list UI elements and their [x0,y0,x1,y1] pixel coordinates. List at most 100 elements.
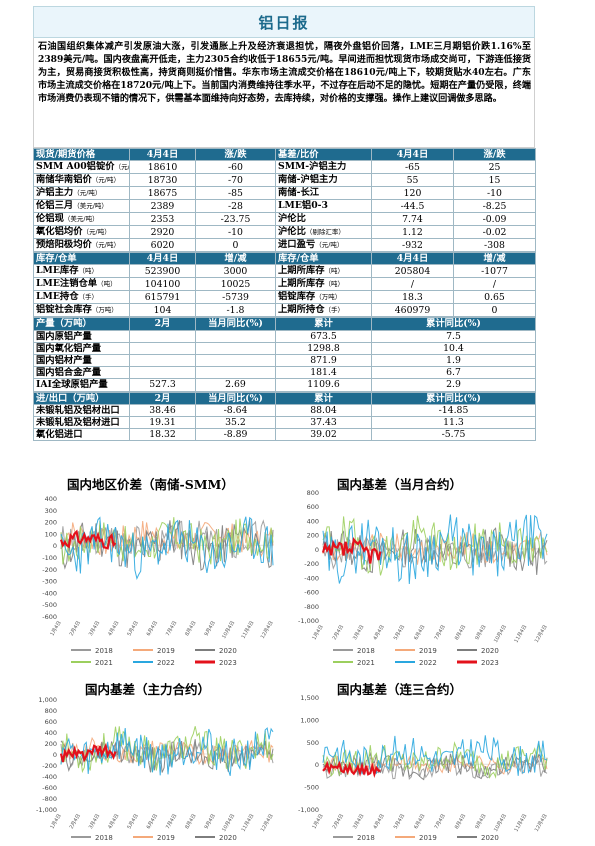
chart-svg: 400 300 200 100 0 -100 -200 -300 -400 -500 -6001月4… [42,495,275,667]
column-header: 涨/跌 [453,147,536,162]
row-label: 铝锭库存（万吨） [275,290,372,305]
row-label-text: 上期所库存 [278,278,325,290]
value-cell: 523900 [129,264,196,279]
legend-label: 2018 [357,647,375,655]
value-cell: -14.85 [371,403,536,417]
x-tick-label: 6月4日 [146,813,159,830]
value-cell: 37.43 [275,415,372,430]
value-cell: 120 [371,186,454,201]
value-cell: / [371,277,454,292]
y-tick-label: 600 [307,503,319,511]
change-cell: 3000 [195,264,276,279]
x-tick-label: 6月4日 [146,620,159,637]
x-tick-label: 7月4日 [434,624,447,641]
column-header: 现货/期货价格 [33,147,130,162]
x-tick-label: 10月4日 [221,620,236,640]
row-label-unit: （元/吨） [315,241,344,250]
y-tick-label: 0 [53,751,57,759]
chart-basis-current-month: 国内基差（当月合约） 800 600 400 200 0 -200 -400 -600 -800… [285,470,555,670]
table-row: 氧化铝进口 18.32 -8.89 39.02 -5.75 [33,428,536,442]
value-cell: 7.5 [371,329,536,343]
value-cell [195,341,276,355]
row-label-text: SMM-沪铝主力 [278,161,347,173]
value-cell: -8.89 [195,428,276,442]
x-tick-label: 1月4日 [49,813,62,830]
table-header-row: 进/出口（万吨） 2月 当月同比(%) 累计 累计同比(%) [33,391,536,405]
series-line-2023 [59,529,117,550]
y-tick-label: 1,000 [38,696,57,704]
change-cell: -0.02 [453,225,536,240]
column-header: 当月同比(%) [195,391,276,405]
row-label-unit: （吨） [78,267,99,276]
row-label: 国内氧化铝产量 [33,341,130,355]
row-label-unit: （手） [78,293,99,302]
value-cell [195,353,276,368]
y-tick-label: 1,000 [300,716,319,724]
x-tick-label: 1月4日 [49,620,62,637]
row-label-unit: （万吨） [315,293,342,302]
table-row: 沪铝主力（元/吨） 18675 -85 南储-长江 120 -10 [33,186,536,201]
x-tick-label: 12月4日 [260,620,275,640]
value-cell [129,341,196,355]
legend-label: 2019 [157,647,175,655]
x-tick-label: 10月4日 [493,624,508,644]
change-cell: 0 [453,303,536,318]
x-tick-label: 2月4日 [69,620,82,637]
row-label: 国内铝合金产量 [33,366,130,380]
change-cell: -8.25 [453,199,536,214]
row-label: 氧化铝进口 [33,428,130,442]
x-tick-label: 9月4日 [204,620,217,637]
y-tick-label: -400 [304,574,319,582]
row-label: 国内铝材产量 [33,353,130,368]
row-label-text: LME持仓 [36,291,79,303]
change-cell: -5739 [195,290,276,305]
y-tick-label: -600 [42,784,57,792]
chart-title: 国内基差（当月合约） [337,477,463,492]
row-label-unit: （手） [324,306,345,315]
row-label-unit: （万吨） [91,306,118,315]
row-label: IAI全球原铝产量 [33,378,130,392]
value-cell [129,366,196,380]
value-cell: 18730 [129,173,196,188]
y-tick-label: -600 [42,613,57,621]
column-header: 4月4日 [129,147,196,162]
column-header: 增/减 [195,252,276,266]
column-header: 基差/比价 [275,147,372,162]
value-cell: 2389 [129,199,196,214]
table-row: 氧化铝均价（元/吨） 2920 -10 沪伦比（剔除汇率） 1.12 -0.02 [33,225,536,240]
row-label-unit: （元/吨） [73,189,102,198]
y-tick-label: -1,000 [36,806,57,814]
series-line-2022 [322,735,548,776]
change-cell: 25 [453,160,536,175]
row-label: 氧化铝均价（元/吨） [33,225,130,240]
row-label: 南储-长江 [275,186,372,201]
column-header: 涨/跌 [195,147,276,162]
row-label-text: LME库存 [36,265,79,277]
column-header: 增/减 [453,252,536,266]
row-label: 上期所库存（吨） [275,264,372,279]
row-label-text: 伦铝现 [36,213,64,225]
table-row: 国内铝合金产量 181.4 6.7 [33,366,536,380]
row-label: 沪铝主力（元/吨） [33,186,130,201]
legend-label: 2020 [219,834,237,842]
value-cell: 2920 [129,225,196,240]
x-tick-label: 7月4日 [434,813,447,830]
production-table: 产量（万吨） 2月 当月同比(%) 累计 累计同比(%) 国内原铝产量 673.5 7.5 国内… [33,317,536,392]
x-tick-label: 4月4日 [372,813,385,830]
row-label-unit: （美元/吨） [63,215,99,224]
y-tick-label: -100 [42,554,57,562]
legend-label: 2022 [157,659,175,667]
value-cell: 11.3 [371,415,536,430]
row-label: 上期所持仓（手） [275,303,372,318]
y-tick-label: -800 [42,795,57,803]
row-label-text: 沪铝主力 [36,187,74,199]
value-cell: 18.3 [371,290,454,305]
table-row: 国内氧化铝产量 1298.8 10.4 [33,341,536,355]
row-label-unit: （吨） [324,280,345,289]
y-tick-label: 100 [45,530,57,538]
table-row: LME库存（吨） 523900 3000 上期所库存（吨） 205804 -1077 [33,264,536,279]
y-tick-label: 0 [53,542,57,550]
row-label: 未锻轧铝及铝材进口 [33,415,130,430]
report-page: 铝日报 石油国组织集体减产引发原油大涨，引发通胀上升及经济衰退担忧，隔夜外盘铝价… [33,6,536,442]
